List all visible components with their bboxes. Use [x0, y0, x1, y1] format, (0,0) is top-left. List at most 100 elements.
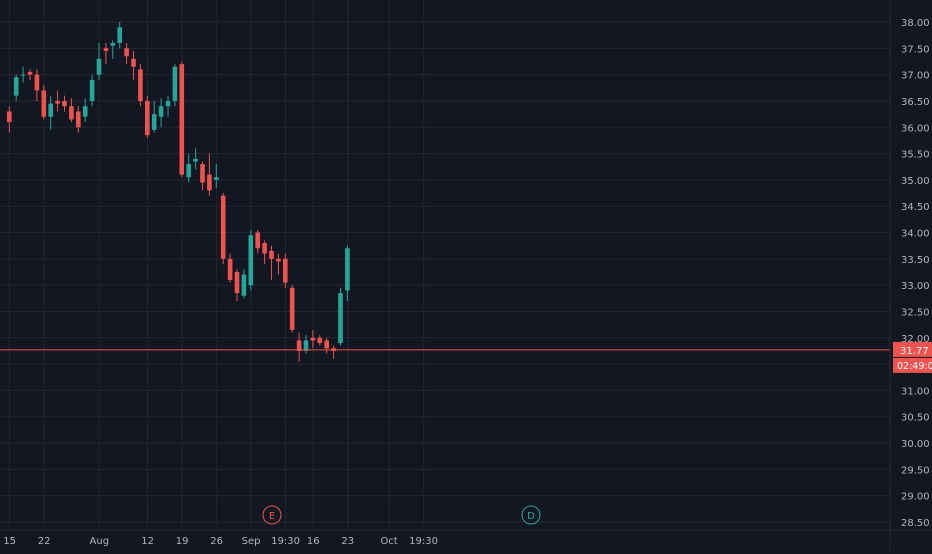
candle-body-up [303, 340, 309, 351]
candle-body-up [117, 27, 122, 44]
candle [241, 269, 247, 299]
candle-body-up [345, 248, 350, 291]
grid-lines [0, 0, 890, 530]
candle [262, 240, 267, 265]
time-tick-label: 12 [141, 536, 154, 547]
current-price-label: 31.77 02:49:09 [893, 341, 932, 373]
candle [117, 22, 122, 49]
candle [317, 335, 323, 346]
candle-body-up [110, 43, 116, 46]
event-marker[interactable]: D [521, 505, 541, 525]
candle [227, 253, 233, 283]
candle-body-down [103, 48, 109, 51]
candle-body-down [69, 106, 74, 120]
candle-body-down [283, 258, 288, 283]
candle [310, 329, 316, 349]
current-price-label-box [893, 341, 932, 357]
time-tick-label: 15 [3, 536, 16, 547]
candle-body-up [158, 106, 164, 117]
candle-body-down [207, 174, 212, 191]
candle-body-down [296, 340, 302, 351]
event-marker-label: D [527, 511, 535, 522]
price-tick-label: 36.00 [901, 123, 930, 134]
candle-body-down [55, 100, 60, 104]
candle-body-down [200, 164, 205, 183]
candle-body-down [269, 250, 274, 259]
candle [62, 95, 67, 112]
candle-body-up [89, 79, 95, 101]
time-tick-label: 19:30 [409, 536, 438, 547]
candle-body-down [7, 111, 12, 122]
event-marker[interactable]: E [262, 505, 282, 525]
event-marker-circle[interactable] [521, 505, 541, 525]
candle-body-up [193, 158, 198, 162]
candle [172, 64, 178, 107]
candle-body-down [317, 337, 323, 344]
candle-body-down [124, 48, 129, 57]
candle [13, 74, 19, 101]
candle-body-down [76, 111, 81, 128]
price-axis[interactable]: 38.00 37.50 37.00 36.50 36.00 35.50 35.00 34.50… [889, 0, 930, 550]
candle [303, 335, 309, 354]
candle [89, 74, 95, 107]
event-marker-label: E [269, 511, 275, 522]
candle [338, 287, 343, 346]
candle [158, 98, 164, 128]
candle [69, 98, 74, 122]
price-tick-label: 35.50 [901, 150, 930, 161]
candle [96, 43, 102, 80]
candle [34, 69, 40, 101]
candle [296, 332, 302, 362]
candle-body-down [34, 74, 40, 91]
candle-body-down [255, 232, 260, 249]
price-tick-label: 28.50 [901, 518, 930, 529]
candle-body-up [338, 293, 343, 344]
price-tick-label: 29.00 [901, 492, 930, 503]
time-tick-label: Aug [90, 536, 110, 547]
price-tick-label: 30.50 [901, 413, 930, 424]
candle-body-up [248, 235, 254, 286]
candle-body-up [48, 103, 53, 117]
time-tick-label: 19 [176, 536, 189, 547]
countdown-label-box [893, 357, 932, 373]
candle-body-down [179, 64, 185, 175]
candle-body-down [276, 258, 281, 262]
candle [7, 106, 12, 133]
time-tick-label: 19:30 [271, 536, 300, 547]
time-axis[interactable]: 15 22 Aug 12 19 26 Sep 19:30 16 23 Oct 19:30 [0, 529, 932, 547]
price-tick-label: 37.50 [901, 44, 930, 55]
candle [124, 43, 129, 65]
candle [207, 153, 212, 196]
candle-body-down [234, 272, 240, 294]
candle-body-down [289, 287, 295, 330]
candle [55, 90, 60, 112]
price-tick-label: 29.50 [901, 465, 930, 476]
candle [234, 269, 240, 301]
candle [276, 253, 281, 275]
candle-body-down [310, 337, 316, 341]
candle [76, 106, 81, 133]
candle-body-up [165, 100, 171, 107]
candle [145, 95, 150, 138]
candle-body-down [138, 69, 143, 101]
event-marker-circle[interactable] [262, 505, 282, 525]
candle-body-up [241, 274, 247, 296]
candle-body-down [41, 90, 47, 117]
price-tick-label: 31.00 [901, 386, 930, 397]
candle-body-down [27, 72, 33, 75]
candle [165, 95, 171, 117]
candle-body-down [145, 100, 150, 136]
time-tick-label: 22 [38, 536, 51, 547]
candle-body-down [220, 195, 226, 259]
candle-body-up [214, 177, 219, 180]
candle-body-up [172, 66, 178, 101]
candle-body-down [324, 340, 329, 349]
candle [324, 337, 329, 354]
candle [283, 253, 288, 288]
candle-body-down [131, 58, 136, 67]
candle [179, 61, 185, 178]
